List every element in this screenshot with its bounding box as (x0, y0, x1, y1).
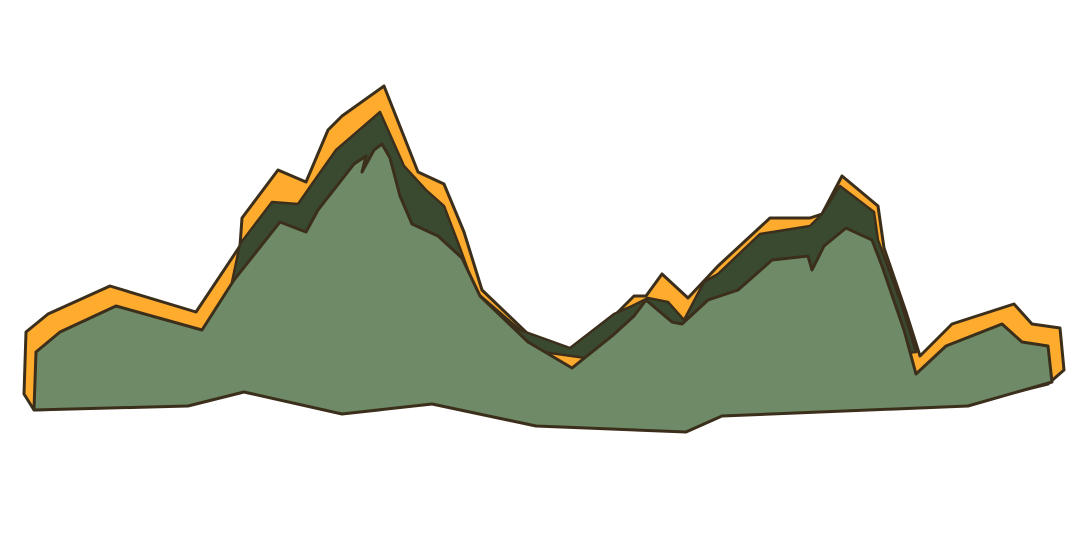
mountain-body-layer (32, 142, 1054, 434)
mountain-group (22, 84, 1066, 434)
